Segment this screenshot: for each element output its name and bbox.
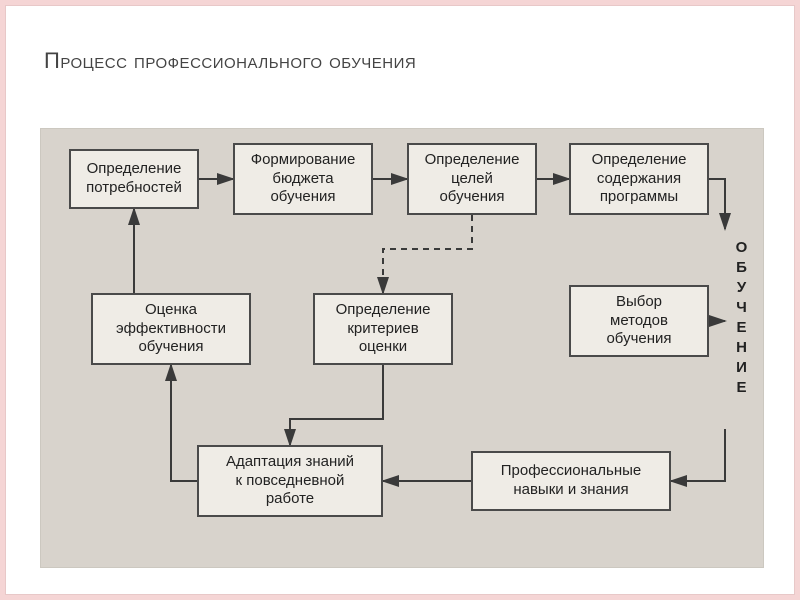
slide-title: Процесс профессионального обучения bbox=[44, 48, 416, 74]
flowchart-edge bbox=[171, 365, 197, 481]
flowchart-edge bbox=[290, 365, 383, 445]
flowchart-diagram: Определениепотребностей Формированиебюдже… bbox=[40, 128, 764, 568]
flowchart-node: Определениесодержанияпрограммы bbox=[569, 143, 709, 215]
flowchart-node: Определениецелейобучения bbox=[407, 143, 537, 215]
flowchart-node: Профессиональныенавыки и знания bbox=[471, 451, 671, 511]
flowchart-node: Выборметодовобучения bbox=[569, 285, 709, 357]
flowchart-node: Определениепотребностей bbox=[69, 149, 199, 209]
flowchart-edge bbox=[671, 429, 725, 481]
vertical-label: ОБУЧЕНИЕ bbox=[733, 239, 750, 399]
flowchart-edge bbox=[709, 179, 725, 229]
flowchart-node: Оценкаэффективностиобучения bbox=[91, 293, 251, 365]
flowchart-edge bbox=[383, 215, 472, 293]
flowchart-node: Адаптация знанийк повседневнойработе bbox=[197, 445, 383, 517]
flowchart-node: Определениекритериевоценки bbox=[313, 293, 453, 365]
slide: Процесс профессионального обучения Опред… bbox=[5, 5, 795, 595]
flowchart-node: Формированиебюджетаобучения bbox=[233, 143, 373, 215]
